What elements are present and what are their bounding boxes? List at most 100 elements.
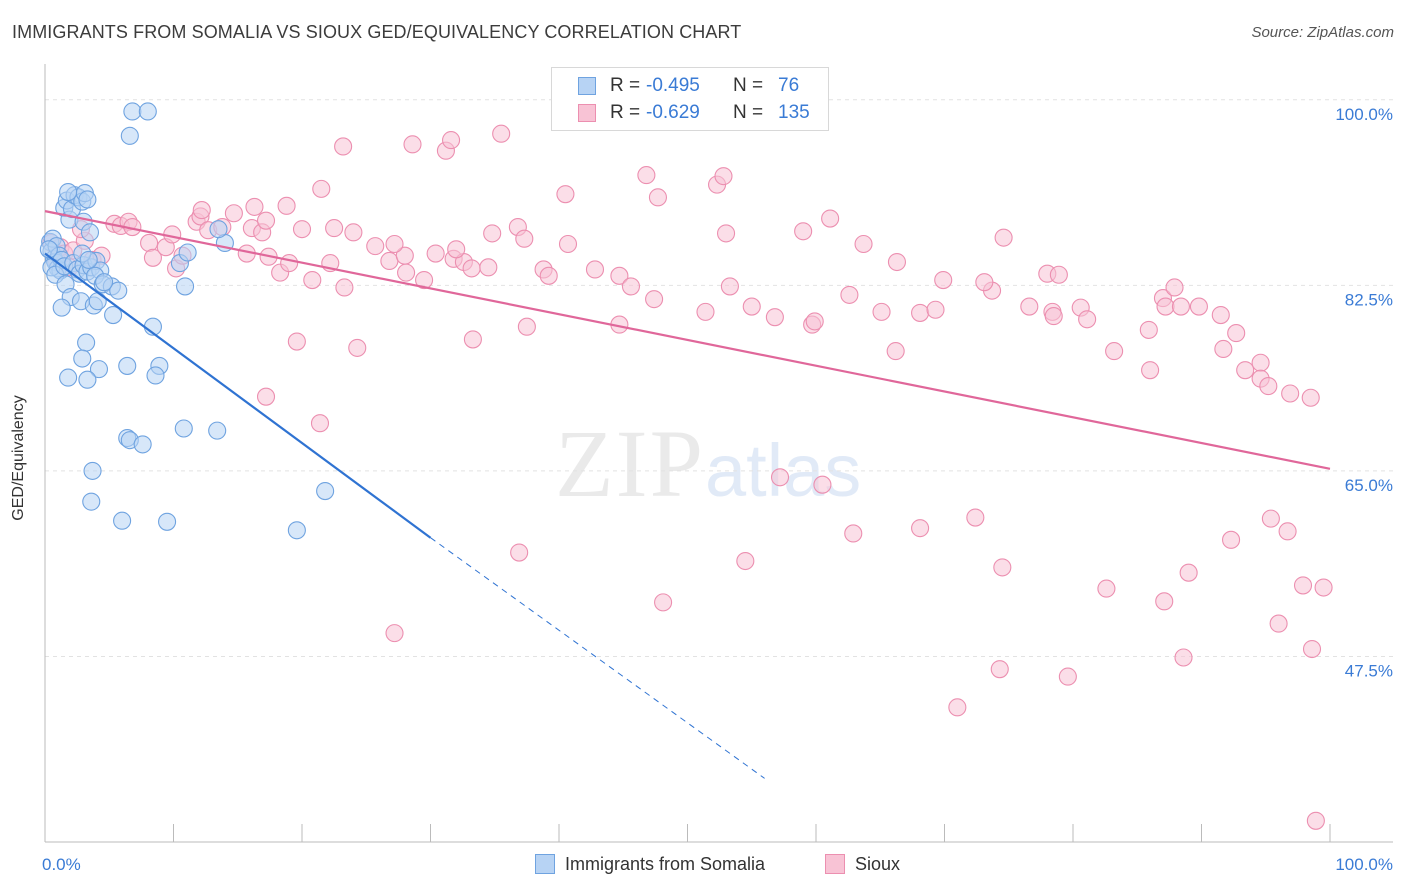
sioux-point (872, 302, 891, 321)
y-tick-label: 100.0% (1335, 105, 1393, 124)
legend-r-value: -0.629 (646, 102, 700, 123)
sioux-point (256, 211, 276, 230)
legend-swatch-sioux (825, 854, 845, 874)
sioux-point (1171, 297, 1190, 316)
sioux-point (887, 252, 907, 272)
sioux-point (1097, 579, 1116, 598)
sioux-point (397, 263, 416, 282)
somalia-point (118, 356, 137, 375)
sioux-point (517, 317, 536, 336)
sioux-point (1156, 297, 1175, 316)
somalia-point (95, 273, 114, 292)
sioux-point (654, 593, 673, 612)
sioux-point (765, 308, 784, 327)
legend-swatch-sioux (578, 104, 596, 122)
sioux-point (975, 273, 994, 292)
somalia-point (113, 511, 132, 530)
legend-label-sioux: Sioux (855, 854, 901, 874)
sioux-point (1020, 297, 1039, 316)
sioux-point (742, 297, 761, 316)
chart-title: IMMIGRANTS FROM SOMALIA VS SIOUX GED/EQU… (12, 22, 742, 42)
sioux-point (348, 338, 367, 357)
somalia-point (316, 481, 335, 501)
somalia-point (104, 305, 123, 325)
legend-r-label: R = (610, 102, 641, 123)
somalia-point (208, 421, 227, 440)
sioux-point (1211, 305, 1230, 325)
sioux-point (310, 414, 330, 433)
somalia-point (120, 126, 139, 145)
sioux-point (1261, 509, 1280, 528)
legend-label-somalia: Immigrants from Somalia (565, 854, 766, 874)
legend-n-label: N = (733, 102, 764, 123)
sioux-point (325, 219, 344, 238)
sioux-point (648, 188, 667, 207)
sioux-point (1179, 563, 1198, 582)
legend-swatch-somalia (578, 77, 596, 95)
sioux-point (1139, 320, 1158, 339)
y-axis-title: GED/Equivalency (10, 395, 27, 521)
x-tick-label: 100.0% (1335, 855, 1393, 874)
sioux-point (1281, 384, 1300, 403)
sioux-point (994, 228, 1013, 247)
legend-n-value: 76 (778, 75, 800, 96)
somalia-point (209, 220, 228, 239)
sioux-point (1078, 310, 1097, 329)
sioux-point (637, 166, 656, 185)
sioux-point (245, 197, 264, 216)
x-tick-label: 0.0% (42, 855, 81, 874)
sioux-point (1044, 307, 1063, 326)
sioux-point (442, 131, 461, 150)
somalia-point (80, 223, 100, 242)
sioux-point (344, 223, 363, 242)
sioux-point (948, 698, 967, 717)
somalia-point (59, 183, 78, 202)
sioux-point (1227, 324, 1246, 343)
sioux-point (385, 234, 404, 254)
sioux-point (492, 124, 511, 143)
somalia-point (39, 240, 58, 259)
sioux-point (403, 135, 422, 154)
sioux-point (585, 260, 605, 279)
somalia-point (174, 419, 193, 438)
sioux-point (558, 234, 578, 254)
sioux-point (736, 551, 755, 571)
sioux-point (143, 248, 162, 267)
somalia-point (82, 492, 101, 511)
sioux-point (854, 234, 873, 254)
somalia-point (133, 435, 152, 454)
somalia-point (138, 102, 157, 121)
y-tick-label: 82.5% (1345, 290, 1393, 309)
sioux-point (335, 278, 354, 297)
somalia-point (89, 360, 109, 379)
sioux-point (479, 258, 498, 277)
sioux-point (934, 271, 953, 290)
sioux-point (813, 475, 832, 494)
sioux-point (426, 244, 445, 263)
sioux-point (380, 251, 399, 271)
sioux-point (714, 167, 733, 186)
sioux-point (463, 330, 482, 349)
sioux-point (483, 224, 502, 243)
watermark: ZIPatlas (555, 408, 861, 519)
sioux-point (716, 224, 736, 243)
y-tick-label: 47.5% (1345, 661, 1393, 680)
sioux-point (805, 312, 824, 331)
somalia-trend-extension (430, 537, 765, 779)
sioux-point (1278, 522, 1297, 541)
sioux-point (280, 254, 299, 273)
legend-n-label: N = (733, 75, 764, 96)
sioux-point (1049, 265, 1068, 284)
sioux-point (366, 237, 385, 256)
somalia-point (123, 102, 142, 121)
somalia-point (59, 368, 78, 387)
sioux-point (1301, 388, 1320, 407)
sioux-point (1293, 576, 1313, 595)
sioux-point (1155, 592, 1174, 611)
sioux-point (1174, 648, 1193, 667)
sioux-point (1269, 614, 1288, 633)
sioux-point (192, 201, 211, 220)
sioux-point (1306, 811, 1325, 830)
sioux-point (886, 342, 905, 361)
sioux-point (990, 660, 1009, 679)
